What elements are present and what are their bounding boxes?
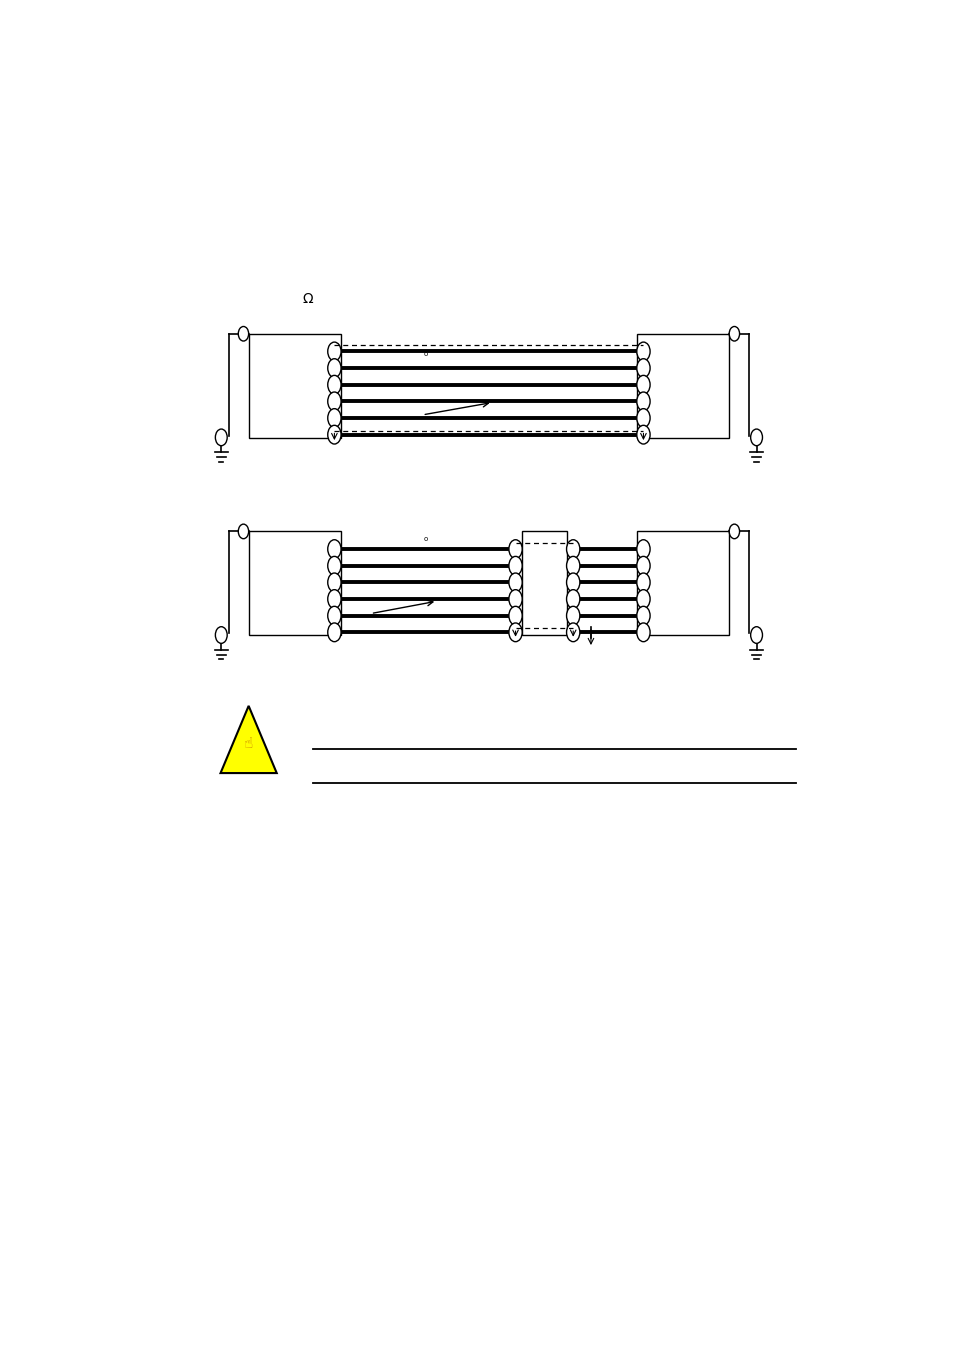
Circle shape (566, 589, 579, 608)
Circle shape (750, 627, 761, 643)
Circle shape (508, 540, 521, 558)
Bar (521, 531, 566, 635)
Circle shape (328, 376, 341, 394)
Circle shape (508, 607, 521, 626)
Polygon shape (220, 705, 276, 773)
Circle shape (750, 430, 761, 446)
Circle shape (637, 623, 649, 642)
Circle shape (328, 359, 341, 377)
Text: ☝: ☝ (244, 736, 253, 751)
Circle shape (637, 540, 649, 558)
Circle shape (328, 540, 341, 558)
Circle shape (566, 573, 579, 592)
Circle shape (328, 342, 341, 361)
Circle shape (328, 607, 341, 626)
Circle shape (637, 589, 649, 608)
Circle shape (637, 607, 649, 626)
Circle shape (637, 359, 649, 377)
Circle shape (637, 573, 649, 592)
Circle shape (566, 607, 579, 626)
Circle shape (215, 627, 227, 643)
Circle shape (508, 623, 521, 642)
Text: o: o (423, 350, 428, 357)
Circle shape (508, 573, 521, 592)
Bar (637, 334, 728, 438)
Circle shape (637, 557, 649, 576)
Circle shape (566, 623, 579, 642)
Circle shape (637, 342, 649, 361)
Circle shape (238, 524, 249, 539)
Circle shape (238, 327, 249, 340)
Circle shape (328, 392, 341, 411)
Circle shape (637, 426, 649, 444)
Circle shape (728, 524, 739, 539)
Bar (249, 334, 341, 438)
Circle shape (728, 327, 739, 340)
Circle shape (566, 557, 579, 576)
Circle shape (566, 540, 579, 558)
Circle shape (215, 430, 227, 446)
Text: Ω: Ω (302, 292, 313, 307)
Circle shape (637, 408, 649, 427)
Circle shape (508, 557, 521, 576)
Circle shape (637, 376, 649, 394)
Circle shape (328, 557, 341, 576)
Circle shape (328, 589, 341, 608)
Bar (637, 531, 728, 635)
Text: o: o (423, 536, 428, 542)
Circle shape (328, 426, 341, 444)
Circle shape (508, 589, 521, 608)
Bar (249, 531, 341, 635)
Circle shape (637, 392, 649, 411)
Circle shape (328, 573, 341, 592)
Circle shape (328, 623, 341, 642)
Circle shape (328, 408, 341, 427)
